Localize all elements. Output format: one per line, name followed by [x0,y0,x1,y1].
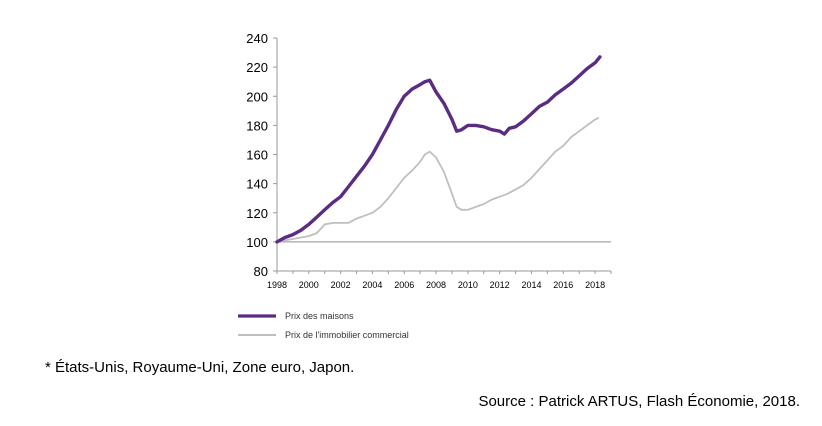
x-tick-label: 2018 [585,280,605,290]
y-tick-label: 180 [246,118,268,133]
y-axis: 80 100 120 140 160 180 200 220 240 [246,31,278,279]
series-line-prix-des-maisons [275,55,602,244]
y-tick-label: 80 [254,264,268,279]
series-line-prix-immobilier-commercial [276,117,600,243]
x-tick-label: 2010 [458,280,478,290]
y-tick-label: 160 [246,148,268,163]
legend-label-prix-immobilier-commercial: Prix de l'immobilier commercial [285,330,409,340]
x-tick-label: 2012 [490,280,510,290]
x-tick-label: 1998 [267,280,287,290]
legend: Prix des maisons Prix de l'immobilier co… [238,311,409,340]
y-tick-label: 120 [246,206,268,221]
x-tick-label: 2006 [394,280,414,290]
x-tick-label: 2000 [299,280,319,290]
y-tick-label: 100 [246,235,268,250]
y-tick-label: 140 [246,177,268,192]
source-citation: Source : Patrick ARTUS, Flash Économie, … [478,393,800,410]
x-tick-label: 2002 [331,280,351,290]
x-tick-label: 2004 [362,280,382,290]
y-tick-label: 200 [246,89,268,104]
footnote-countries: * États-Unis, Royaume-Uni, Zone euro, Ja… [45,359,355,376]
series-group [275,55,602,244]
y-tick-label: 240 [246,31,268,46]
line-chart: 80 100 120 140 160 180 200 220 240 1998 2000 2002 2… [238,31,612,340]
y-tick-label: 220 [246,60,268,75]
x-tick-label: 2016 [553,280,573,290]
legend-label-prix-des-maisons: Prix des maisons [285,311,354,321]
x-axis: 1998 2000 2002 2004 2006 2008 2010 2012 2014 2016… [267,270,612,290]
x-tick-label: 2008 [426,280,446,290]
x-tick-label: 2014 [521,280,541,290]
